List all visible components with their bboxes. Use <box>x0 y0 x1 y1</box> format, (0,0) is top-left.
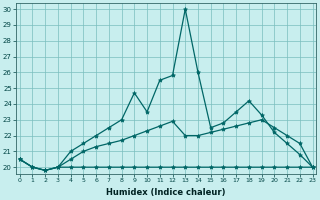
X-axis label: Humidex (Indice chaleur): Humidex (Indice chaleur) <box>107 188 226 197</box>
